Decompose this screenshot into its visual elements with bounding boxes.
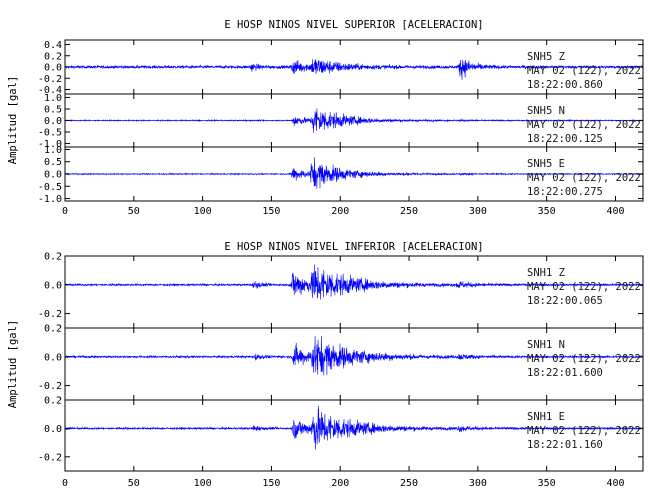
waveform-line xyxy=(65,59,643,80)
y-tick-label: -0.2 xyxy=(38,381,62,392)
y-tick-label: -0.4 xyxy=(38,85,62,96)
station-label: SNH5 E xyxy=(527,158,565,170)
y-tick-label: 1.0 xyxy=(44,145,62,156)
y-tick-label: 0.0 xyxy=(44,424,62,435)
y-tick-label: 0.0 xyxy=(44,280,62,291)
y-tick-label: 0.5 xyxy=(44,157,62,168)
x-tick-label: 0 xyxy=(62,206,68,217)
x-tick-label: 300 xyxy=(469,206,487,217)
date-label: MAY 02 (122), 2022 xyxy=(527,353,641,365)
trace-SNH5-E: -1.0-0.50.0 0.51.0 SNH5 E MAY 02 (122), 202… xyxy=(38,145,644,205)
station-label: SNH1 N xyxy=(527,339,565,351)
y-tick-label: -0.5 xyxy=(38,182,62,193)
x-tick-label: 50 xyxy=(128,206,140,217)
chart-title: E HOSP NINOS NIVEL INFERIOR [ACELERACION… xyxy=(224,241,483,253)
y-tick-label: -0.5 xyxy=(38,128,62,139)
y-axis-label: Amplitud [gal] xyxy=(7,320,19,409)
waveform-line xyxy=(65,157,643,189)
trace-frame xyxy=(64,399,644,472)
y-axis-label: Amplitud [gal] xyxy=(7,76,19,165)
y-tick-label: 0.5 xyxy=(44,104,62,115)
trace-SNH1-N: -0.2 0.0 0.2 SNH1 N MAY 02 (122), 2022 18:22:… xyxy=(38,324,644,401)
x-tick-label: 100 xyxy=(194,478,212,489)
waveform-line xyxy=(65,108,643,133)
waveform-line xyxy=(65,405,643,450)
y-tick-label: 0.0 xyxy=(44,352,62,363)
time-label: 18:22:00.275 xyxy=(527,186,603,198)
y-tick-label: -1.0 xyxy=(38,194,62,205)
trace-SNH5-N: -1.0-0.50.00.51.0 SNH5 N MAY 02 (122), 202… xyxy=(38,93,644,150)
chart-panel-1: E HOSP NINOS NIVEL SUPERIOR [ACELERACION… xyxy=(7,19,644,217)
waveform-line xyxy=(65,264,643,300)
station-label: SNH5 N xyxy=(527,105,565,117)
y-tick-label: 0.0 xyxy=(44,170,62,181)
y-tick-label: 0.2 xyxy=(44,51,62,62)
x-tick-label: 250 xyxy=(400,478,418,489)
y-tick-label: -0.2 xyxy=(38,74,62,85)
x-tick-label: 100 xyxy=(194,206,212,217)
time-label: 18:22:01.160 xyxy=(527,439,603,451)
x-tick-label: 150 xyxy=(262,478,280,489)
date-label: MAY 02 (122), 2022 xyxy=(527,425,641,437)
station-label: SNH1 E xyxy=(527,411,565,423)
y-tick-label: 0.4 xyxy=(44,40,62,51)
date-label: MAY 02 (122), 2022 xyxy=(527,119,641,131)
x-tick-label: 200 xyxy=(331,206,349,217)
date-label: MAY 02 (122), 2022 xyxy=(527,281,641,293)
y-tick-label: 0.2 xyxy=(44,396,62,407)
chart-title: E HOSP NINOS NIVEL SUPERIOR [ACELERACION… xyxy=(224,19,483,31)
y-tick-label: -0.2 xyxy=(38,452,62,463)
x-tick-label: 250 xyxy=(400,206,418,217)
date-label: MAY 02 (122), 2022 xyxy=(527,172,641,184)
x-tick-label: 400 xyxy=(606,478,624,489)
y-tick-label: 1.0 xyxy=(44,93,62,104)
x-tick-label: 350 xyxy=(538,206,556,217)
y-tick-label: -0.2 xyxy=(38,309,62,320)
waveform-line xyxy=(65,335,643,376)
x-tick-label: 200 xyxy=(331,478,349,489)
x-tick-label: 150 xyxy=(262,206,280,217)
time-label: 18:22:00.125 xyxy=(527,133,603,145)
x-tick-label: 400 xyxy=(606,206,624,217)
y-tick-label: 0.2 xyxy=(44,252,62,263)
station-label: SNH5 Z xyxy=(527,51,565,63)
trace-SNH1-E: -0.2 0.0 0.2 SNH1 E MAY 02 (122), 2022 18:22:… xyxy=(38,396,644,472)
y-tick-label: 0.0 xyxy=(44,116,62,127)
trace-SNH1-Z: -0.2 0.0 0.2 SNH1 Z MAY 02 (122), 2022 18:22:… xyxy=(38,252,644,329)
time-label: 18:22:00.065 xyxy=(527,295,603,307)
y-tick-label: 0.0 xyxy=(44,63,62,74)
time-label: 18:22:01.600 xyxy=(527,367,603,379)
trace-SNH5-Z: -0.4-0.20.00.20.4 SNH5 Z MAY 02 (122), 202… xyxy=(38,39,644,96)
x-tick-label: 350 xyxy=(538,478,556,489)
date-label: MAY 02 (122), 2022 xyxy=(527,65,641,77)
x-tick-label: 0 xyxy=(62,478,68,489)
time-label: 18:22:00.860 xyxy=(527,79,603,91)
station-label: SNH1 Z xyxy=(527,267,565,279)
x-tick-label: 50 xyxy=(128,478,140,489)
y-tick-label: 0.2 xyxy=(44,324,62,335)
y-tick-label: -1.0 xyxy=(38,139,62,150)
chart-panel-2: E HOSP NINOS NIVEL INFERIOR [ACELERACION… xyxy=(7,241,644,489)
x-tick-label: 300 xyxy=(469,478,487,489)
